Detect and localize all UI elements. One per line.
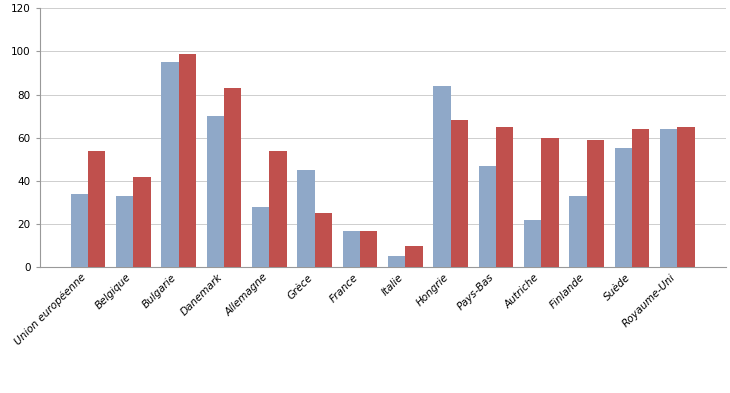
Bar: [524, 220, 542, 267]
Bar: [161, 62, 179, 267]
Bar: [116, 196, 134, 267]
Bar: [496, 127, 513, 267]
Bar: [360, 231, 377, 267]
Bar: [450, 120, 468, 267]
Bar: [660, 129, 677, 267]
Bar: [405, 246, 423, 267]
Bar: [542, 138, 558, 267]
Bar: [315, 213, 332, 267]
Bar: [269, 151, 287, 267]
Bar: [343, 231, 360, 267]
Bar: [587, 140, 604, 267]
Bar: [224, 88, 241, 267]
Bar: [632, 129, 649, 267]
Bar: [134, 176, 150, 267]
Bar: [434, 86, 450, 267]
Bar: [615, 149, 632, 267]
Bar: [388, 257, 405, 267]
Bar: [252, 207, 269, 267]
Bar: [677, 127, 695, 267]
Bar: [207, 116, 224, 267]
Bar: [569, 196, 587, 267]
Bar: [71, 194, 88, 267]
Bar: [88, 151, 105, 267]
Bar: [179, 53, 196, 267]
Bar: [297, 170, 315, 267]
Bar: [479, 166, 496, 267]
